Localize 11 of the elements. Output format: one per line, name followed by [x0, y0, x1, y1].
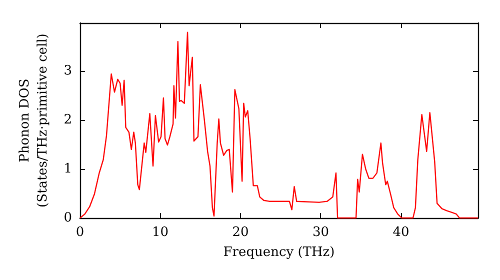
y-tick-label: 0: [64, 210, 72, 226]
y-tick-label: 1: [64, 162, 72, 177]
y-axis-title: Phonon DOS (States/THz·primitive cell): [18, 33, 50, 208]
y-tick-label: 3: [64, 64, 72, 79]
y-tick-label: 2: [64, 112, 72, 128]
x-tick-label: 30: [312, 225, 329, 240]
x-tick-label: 10: [152, 225, 169, 240]
x-tick-label: 0: [76, 225, 84, 240]
x-tick-label: 20: [232, 225, 249, 240]
x-tick-label: 40: [392, 225, 410, 240]
x-axis-title: Frequency (THz): [223, 245, 335, 260]
